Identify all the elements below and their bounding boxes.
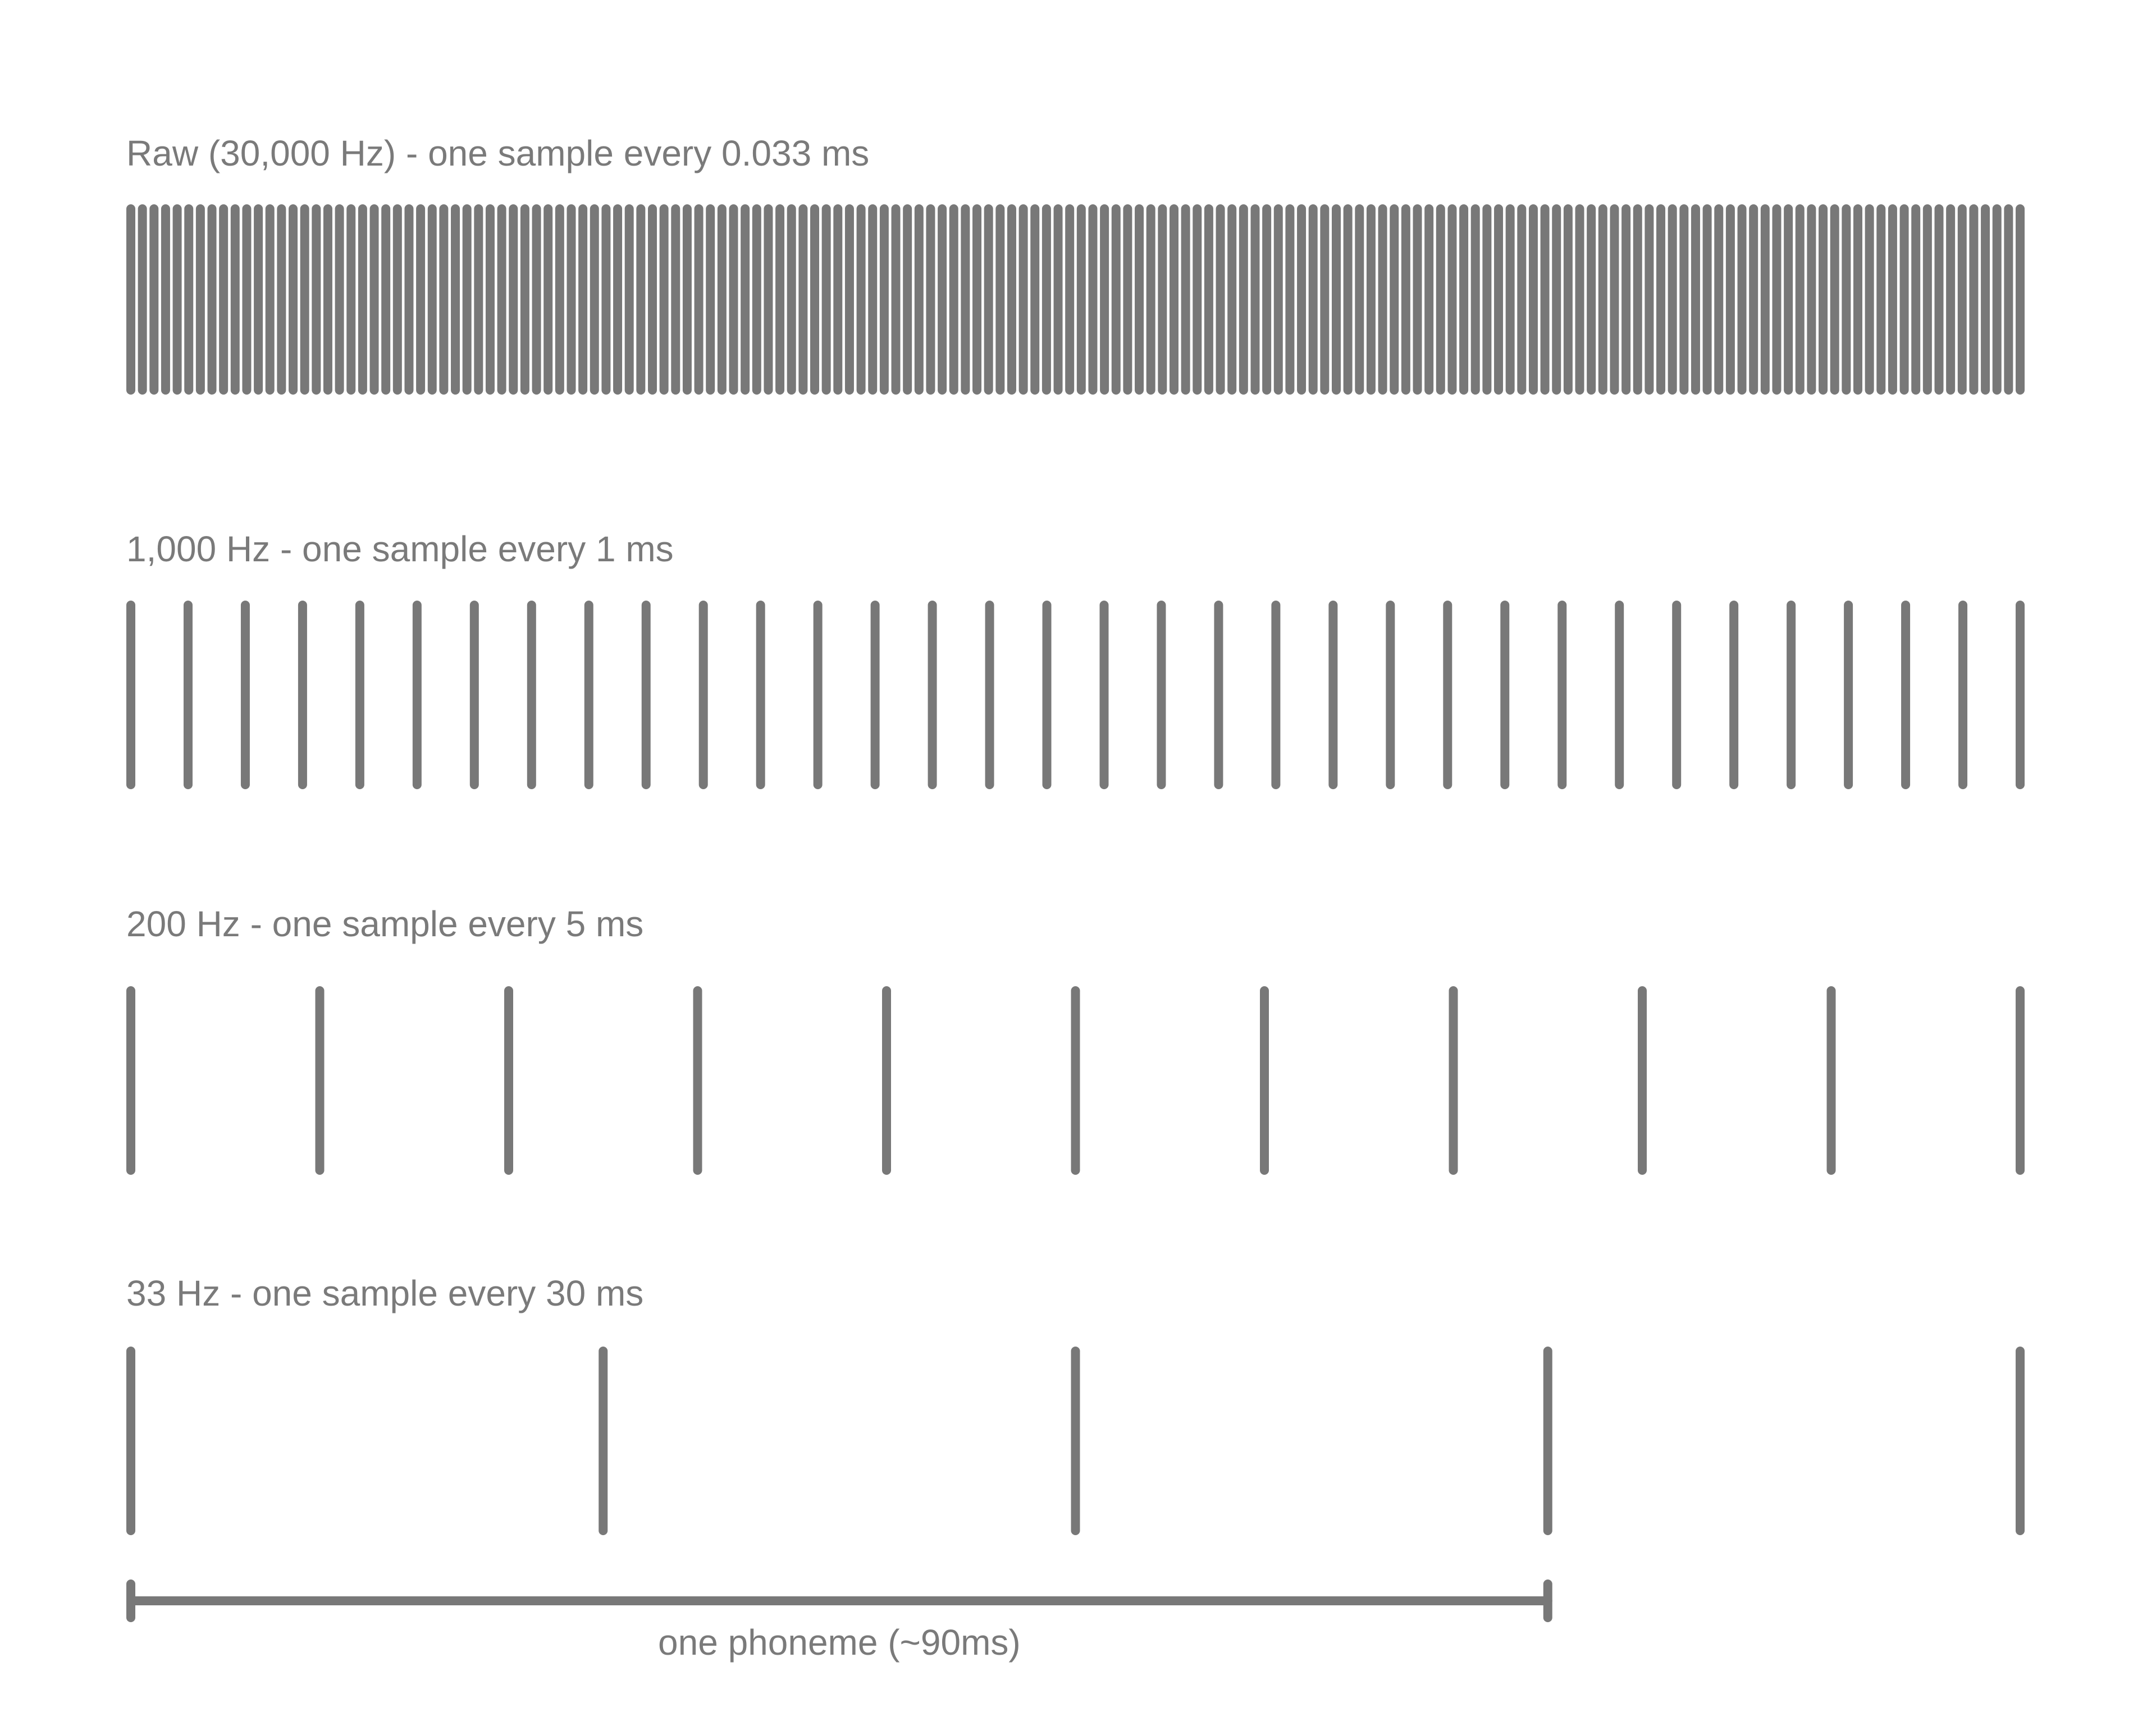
row-33hz-ticks [126, 1347, 2025, 1535]
row-1000hz-ticks [126, 601, 2025, 789]
row-200hz: 200 Hz - one sample every 5 ms [126, 904, 2025, 1175]
row-33hz: 33 Hz - one sample every 30 ms [126, 1273, 2025, 1535]
row-raw-label: Raw (30,000 Hz) - one sample every 0.033… [126, 133, 869, 173]
row-200hz-label: 200 Hz - one sample every 5 ms [126, 904, 643, 944]
row-1000hz-label: 1,000 Hz - one sample every 1 ms [126, 529, 674, 569]
row-200hz-ticks [126, 986, 2025, 1175]
row-1000hz: 1,000 Hz - one sample every 1 ms [126, 529, 2025, 789]
phoneme-bracket: one phoneme (~90ms) [126, 1580, 1552, 1663]
row-33hz-label: 33 Hz - one sample every 30 ms [126, 1273, 643, 1313]
phoneme-caption: one phoneme (~90ms) [658, 1622, 1021, 1663]
row-raw-ticks [126, 204, 2025, 395]
row-raw: Raw (30,000 Hz) - one sample every 0.033… [126, 133, 2025, 395]
